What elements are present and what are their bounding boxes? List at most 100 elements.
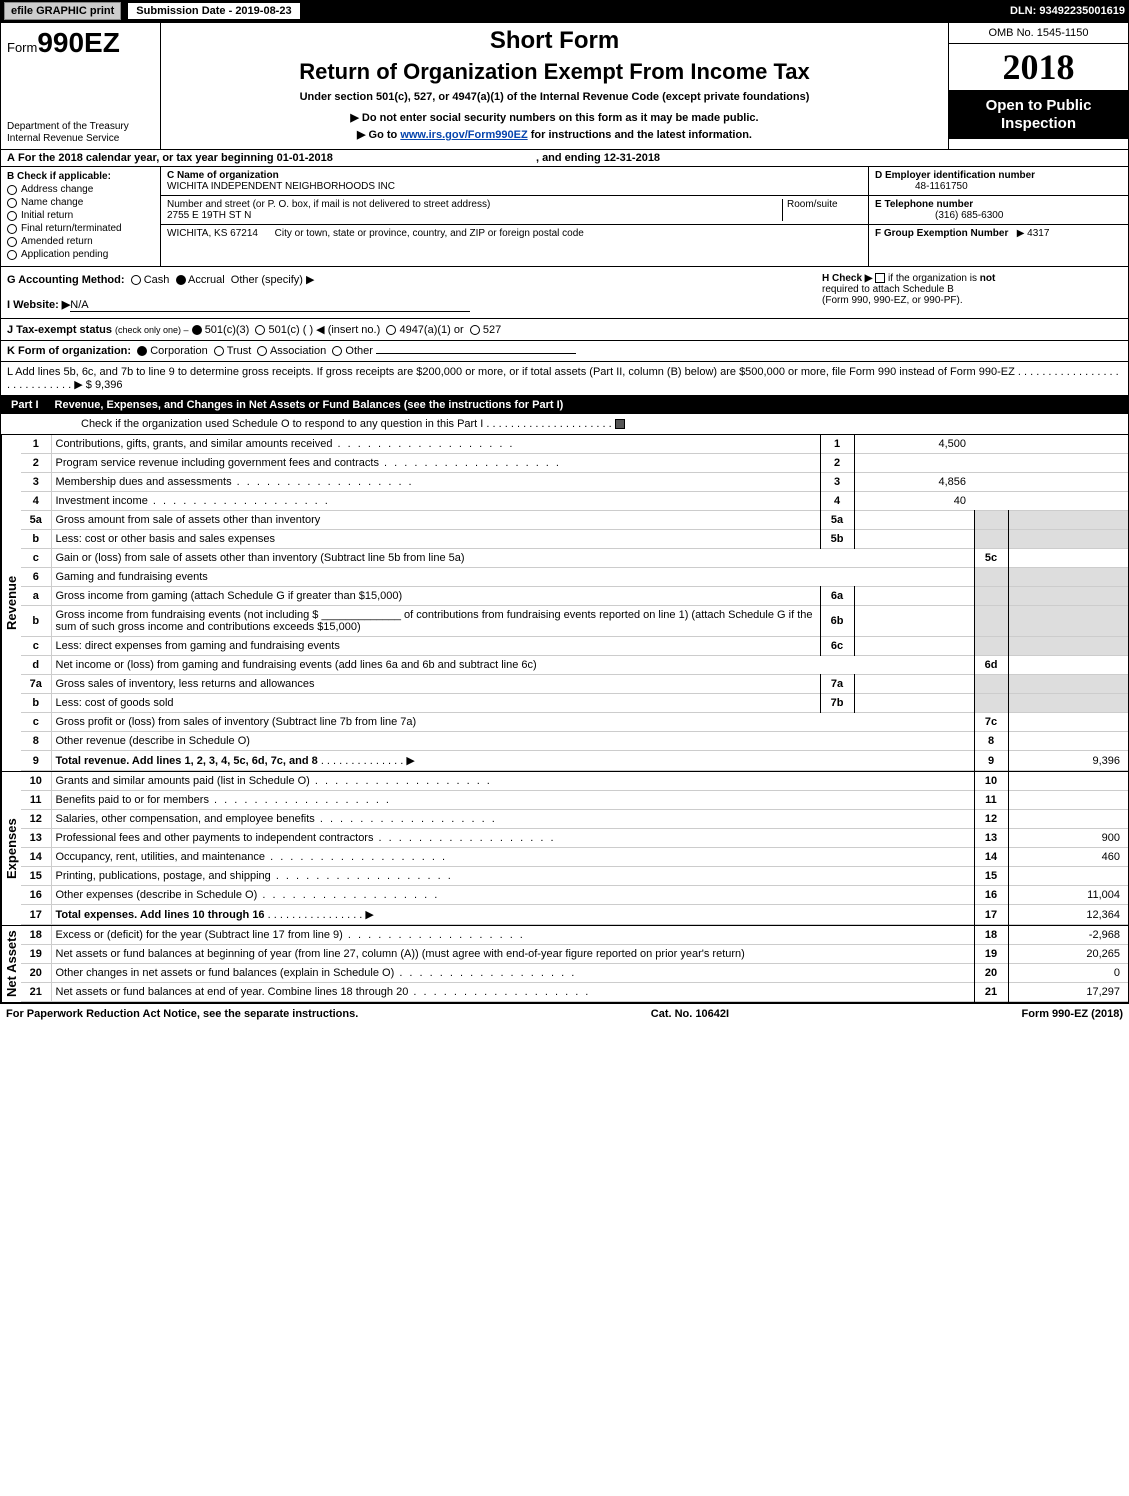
- l4-val: 40: [854, 492, 974, 511]
- l6a-midval: [854, 587, 974, 606]
- radio-other[interactable]: [332, 346, 342, 356]
- line-5b: bLess: cost or other basis and sales exp…: [21, 530, 1128, 549]
- d-label: D Employer identification number: [875, 170, 1035, 181]
- l2-rn: 2: [820, 454, 854, 473]
- row-l: L Add lines 5b, 6c, and 7b to line 9 to …: [1, 362, 1128, 396]
- line-12: 12Salaries, other compensation, and empl…: [21, 810, 1128, 829]
- j-label: J Tax-exempt status: [7, 324, 112, 336]
- netassets-table: 18Excess or (deficit) for the year (Subt…: [21, 926, 1128, 1002]
- l14-num: 14: [21, 848, 51, 867]
- radio-assoc[interactable]: [257, 346, 267, 356]
- j-opt3: 4947(a)(1) or: [399, 324, 463, 336]
- radio-4947[interactable]: [386, 325, 396, 335]
- radio-corp[interactable]: [137, 346, 147, 356]
- l-amount: ▶ $ 9,396: [74, 379, 122, 391]
- radio-accrual[interactable]: [176, 275, 186, 285]
- header-left: Form990EZ Department of the Treasury Int…: [1, 23, 161, 149]
- k-other-blank[interactable]: [376, 353, 576, 354]
- cell-group-exemption: F Group Exemption Number ▶ 4317: [869, 225, 1128, 242]
- line-10: 10Grants and similar amounts paid (list …: [21, 772, 1128, 791]
- l18-rn: 18: [974, 926, 1008, 945]
- goto-suffix: for instructions and the latest informat…: [528, 129, 752, 141]
- l9-num: 9: [21, 751, 51, 771]
- l21-rn: 21: [974, 983, 1008, 1002]
- l5b-val: [1008, 530, 1128, 549]
- chk-label-amended: Amended return: [21, 236, 93, 247]
- l5a-desc: Gross amount from sale of assets other t…: [51, 511, 820, 530]
- l2-num: 2: [21, 454, 51, 473]
- l6c-midval: [854, 637, 974, 656]
- tax-year: 2018: [949, 44, 1128, 91]
- l1-val: 4,500: [854, 435, 974, 454]
- h-check: H Check ▶ if the organization is not req…: [822, 273, 1122, 312]
- return-title: Return of Organization Exempt From Incom…: [169, 59, 940, 85]
- chk-amended-return[interactable]: Amended return: [7, 236, 154, 247]
- l13-rn: 13: [974, 829, 1008, 848]
- irs-link[interactable]: www.irs.gov/Form990EZ: [400, 129, 527, 141]
- l3-rn: 3: [820, 473, 854, 492]
- form-header: Form990EZ Department of the Treasury Int…: [1, 23, 1128, 150]
- l10-rn: 10: [974, 772, 1008, 791]
- dln-label: DLN: 93492235001619: [1010, 5, 1125, 17]
- l16-rn: 16: [974, 886, 1008, 905]
- open-line-1: Open to Public: [953, 97, 1124, 115]
- chk-address-change[interactable]: Address change: [7, 184, 154, 195]
- l20-desc: Other changes in net assets or fund bala…: [51, 964, 974, 983]
- l6b-mid: 6b: [820, 606, 854, 637]
- j-opt2: 501(c) ( ) ◀ (insert no.): [269, 324, 381, 336]
- submission-date-box: Submission Date - 2019-08-23: [127, 2, 300, 20]
- l3-desc: Membership dues and assessments: [51, 473, 820, 492]
- l7a-mid: 7a: [820, 675, 854, 694]
- row-gh: G Accounting Method: Cash Accrual Other …: [1, 267, 1128, 319]
- l4-rn: 4: [820, 492, 854, 511]
- h-checkbox[interactable]: [875, 273, 885, 283]
- l10-num: 10: [21, 772, 51, 791]
- h-label: H Check ▶: [822, 273, 872, 284]
- efile-print-button[interactable]: efile GRAPHIC print: [4, 2, 121, 20]
- open-line-2: Inspection: [953, 115, 1124, 133]
- radio-527[interactable]: [470, 325, 480, 335]
- line-8: 8Other revenue (describe in Schedule O)8: [21, 732, 1128, 751]
- c-label: C Name of organization: [167, 170, 279, 181]
- l11-val: [1008, 791, 1128, 810]
- cell-org-name: C Name of organization WICHITA INDEPENDE…: [161, 167, 868, 196]
- l7b-val: [1008, 694, 1128, 713]
- l8-num: 8: [21, 732, 51, 751]
- chk-label-initial: Initial return: [21, 210, 73, 221]
- radio-trust[interactable]: [214, 346, 224, 356]
- radio-501c3[interactable]: [192, 325, 202, 335]
- open-to-public: Open to Public Inspection: [949, 91, 1128, 139]
- j-sub: (check only one) –: [115, 325, 189, 335]
- l17-arrow-icon: ▶: [365, 909, 373, 921]
- l20-rn: 20: [974, 964, 1008, 983]
- l12-desc: Salaries, other compensation, and employ…: [51, 810, 974, 829]
- radio-cash[interactable]: [131, 275, 141, 285]
- l12-val: [1008, 810, 1128, 829]
- l7a-midval: [854, 675, 974, 694]
- col-b-title: B Check if applicable:: [7, 171, 154, 182]
- part-1-checkbox[interactable]: [615, 419, 625, 429]
- l6a-mid: 6a: [820, 587, 854, 606]
- top-bar: efile GRAPHIC print Submission Date - 20…: [0, 0, 1129, 22]
- dept-line-1: Department of the Treasury: [7, 121, 154, 133]
- l9-val: 9,396: [1008, 751, 1128, 771]
- l7a-val: [1008, 675, 1128, 694]
- line-11: 11Benefits paid to or for members11: [21, 791, 1128, 810]
- chk-final-return[interactable]: Final return/terminated: [7, 223, 154, 234]
- l9-arrow-icon: ▶: [406, 755, 414, 767]
- l4-desc: Investment income: [51, 492, 820, 511]
- dept-line-2: Internal Revenue Service: [7, 133, 154, 145]
- chk-application-pending[interactable]: Application pending: [7, 249, 154, 260]
- part-1-check-text: Check if the organization used Schedule …: [81, 418, 483, 430]
- l6-desc: Gaming and fundraising events: [51, 568, 974, 587]
- l7c-num: c: [21, 713, 51, 732]
- l5a-mid: 5a: [820, 511, 854, 530]
- chk-initial-return[interactable]: Initial return: [7, 210, 154, 221]
- chk-name-change[interactable]: Name change: [7, 197, 154, 208]
- street-value: 2755 E 19TH ST N: [167, 210, 251, 221]
- footer-center: Cat. No. 10642I: [651, 1008, 729, 1020]
- l6c-rn: [974, 637, 1008, 656]
- radio-501c[interactable]: [255, 325, 265, 335]
- l5a-rn: [974, 511, 1008, 530]
- l6b-desc: Gross income from fundraising events (no…: [51, 606, 820, 637]
